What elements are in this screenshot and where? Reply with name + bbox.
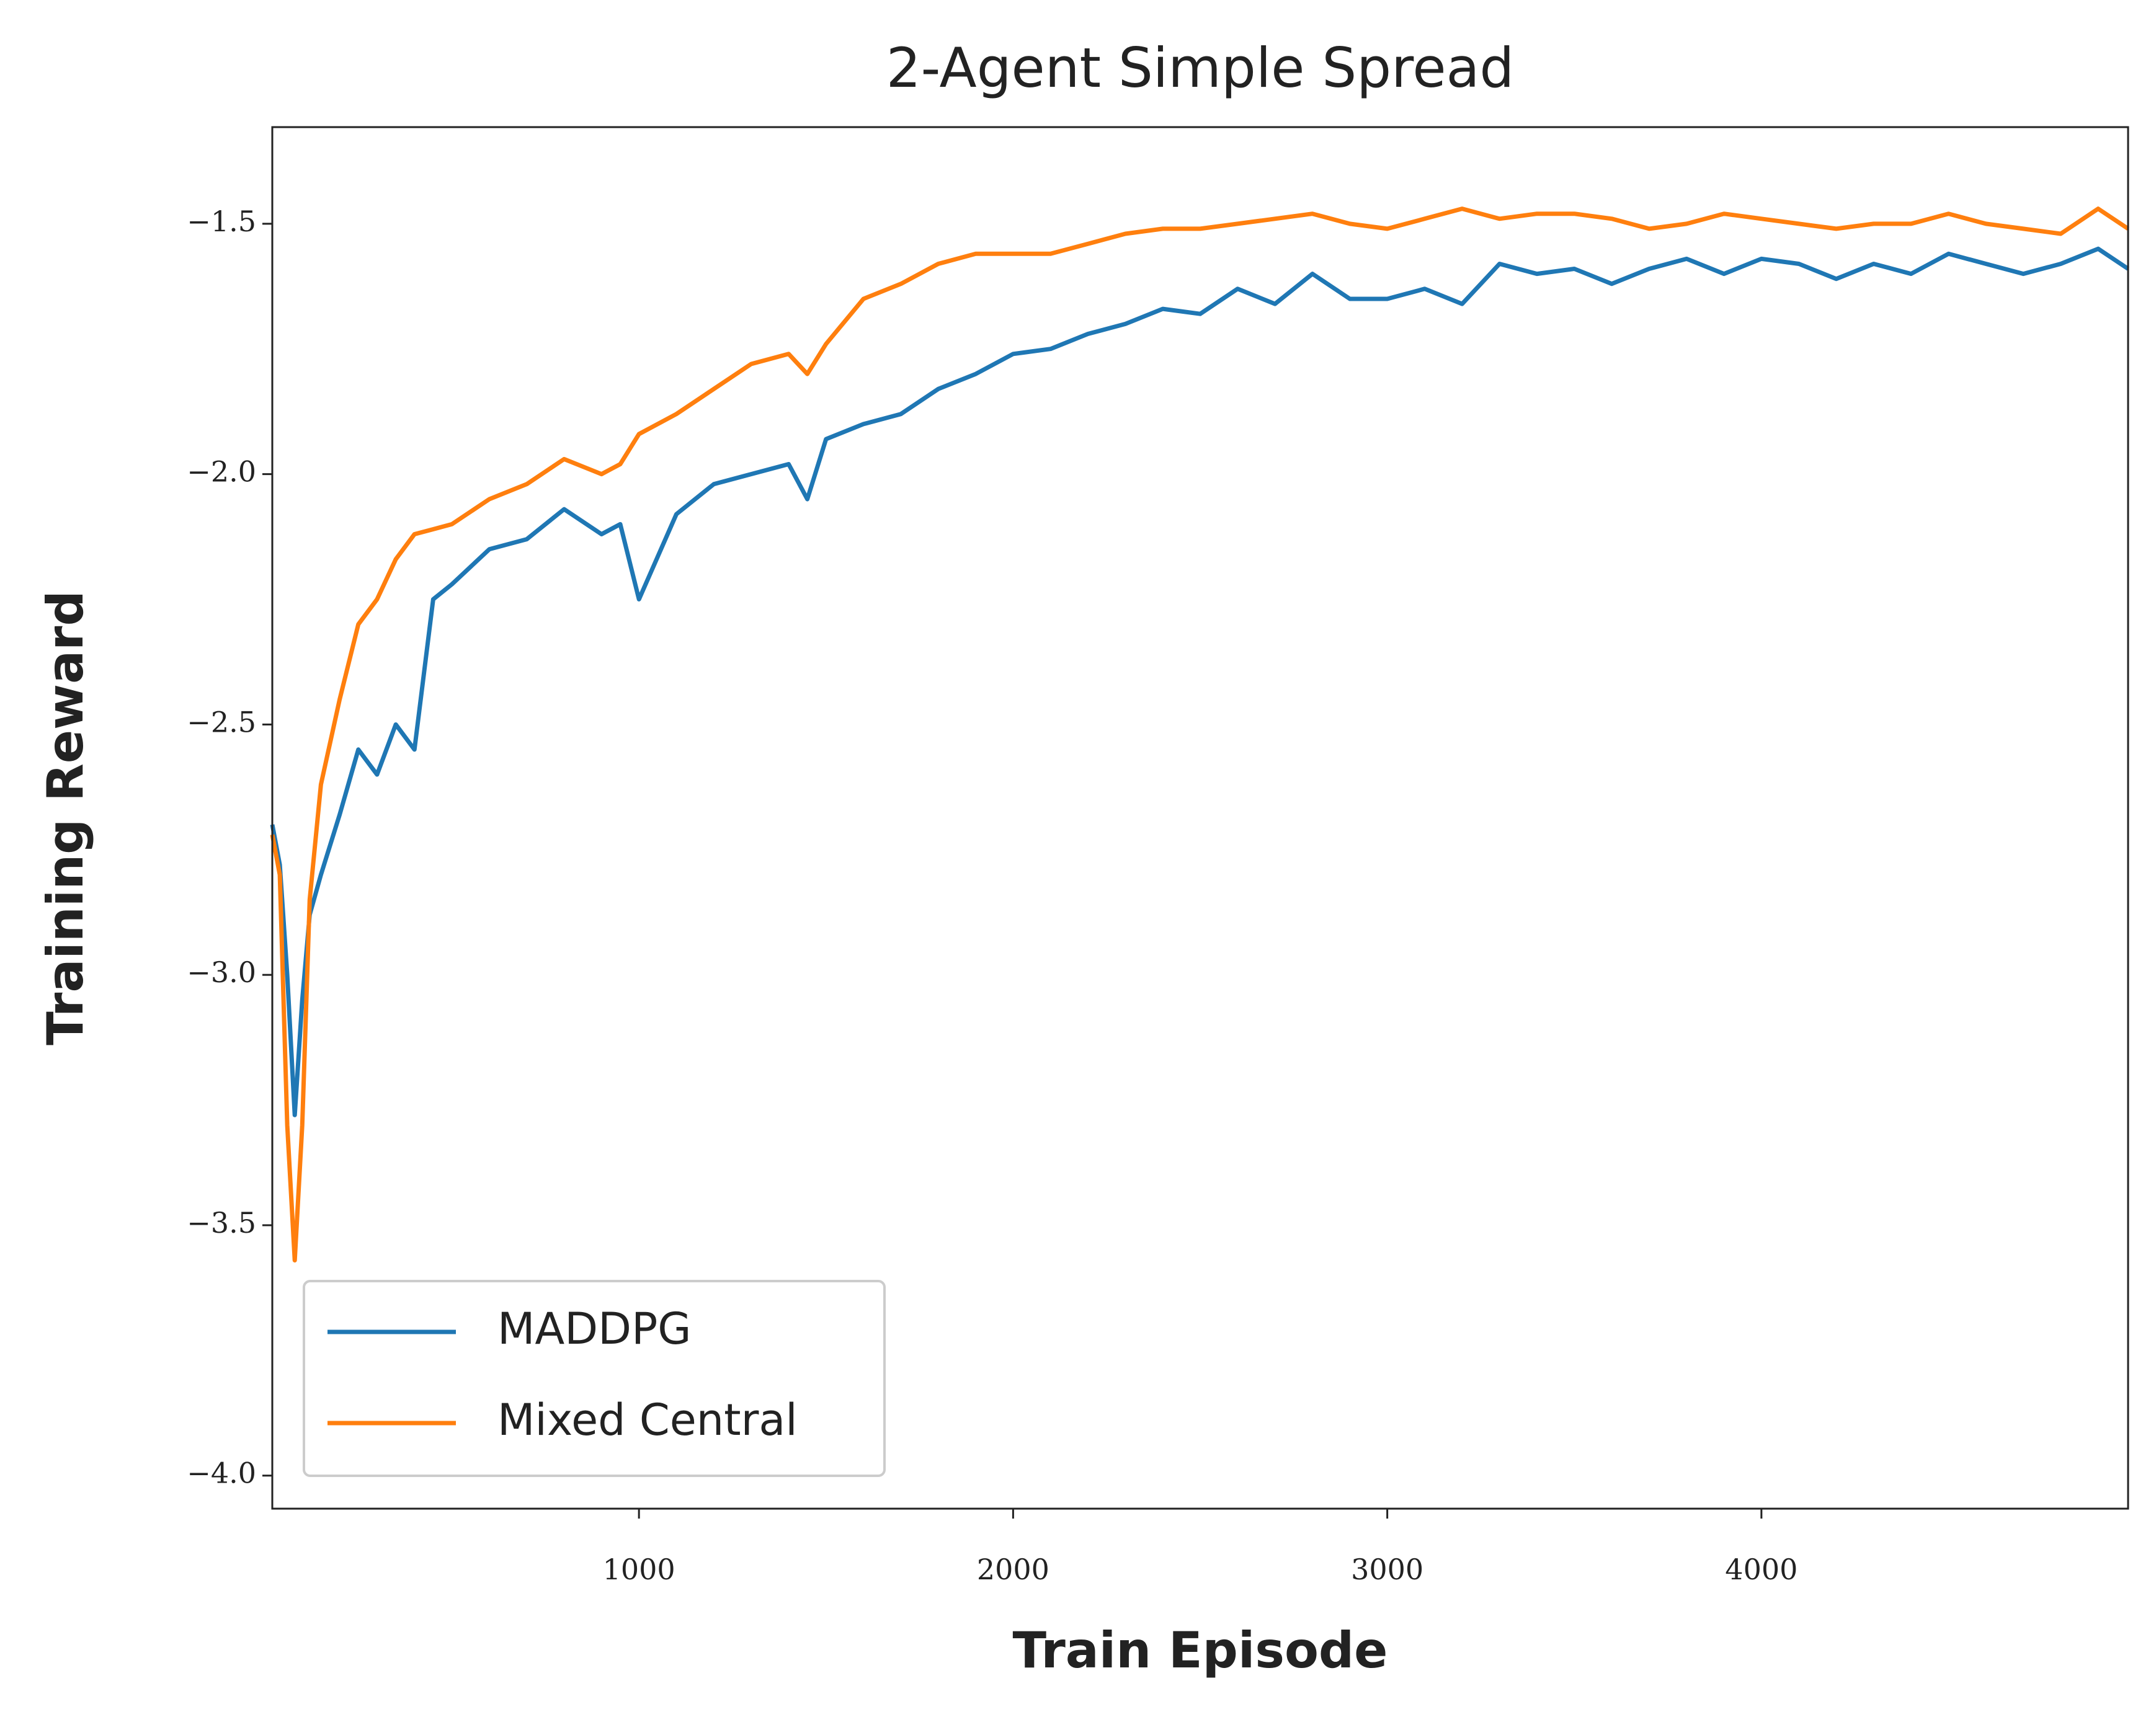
y-tick-label: −4.0 bbox=[187, 1457, 256, 1490]
x-tick-label: 4000 bbox=[1725, 1553, 1797, 1586]
x-tick-label: 2000 bbox=[977, 1553, 1049, 1586]
y-tick-label: −3.0 bbox=[187, 956, 256, 989]
x-tick-label: 1000 bbox=[603, 1553, 675, 1586]
y-tick-label: −2.0 bbox=[187, 455, 256, 489]
y-tick-label: −1.5 bbox=[187, 205, 256, 238]
series-line bbox=[270, 206, 2129, 1262]
legend-label: Mixed Central bbox=[497, 1395, 798, 1445]
chart-title: 2-Agent Simple Spread bbox=[886, 36, 1515, 100]
x-axis-label: Train Episode bbox=[1013, 1622, 1388, 1679]
y-axis-label: Training Reward bbox=[37, 590, 94, 1045]
plot-frame bbox=[271, 126, 2129, 1510]
x-tick-label: 3000 bbox=[1351, 1553, 1423, 1586]
legend-label: MADDPG bbox=[497, 1303, 692, 1354]
y-tick-label: −2.5 bbox=[187, 705, 256, 739]
y-tick-label: −3.5 bbox=[187, 1206, 256, 1240]
series-line bbox=[270, 246, 2129, 1117]
